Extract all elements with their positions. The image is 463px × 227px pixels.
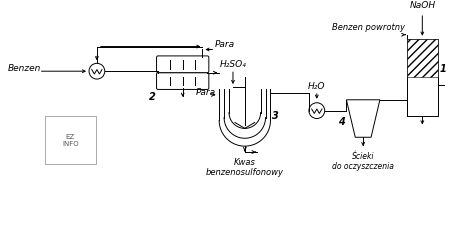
Text: Para: Para [195,88,215,97]
Text: 2: 2 [149,92,156,102]
Text: H₂SO₄: H₂SO₄ [219,60,246,69]
Text: 3: 3 [272,111,279,121]
FancyBboxPatch shape [156,56,208,73]
FancyBboxPatch shape [156,73,208,89]
Text: Benzen: Benzen [8,64,42,73]
Text: 1: 1 [439,64,446,74]
Text: 4: 4 [337,117,344,128]
Text: EZ
INFO: EZ INFO [62,134,78,147]
Text: H₂O: H₂O [307,82,325,91]
Bar [406,39,437,116]
Text: NaOH: NaOH [408,1,434,10]
Text: Ścieki
do oczyszczenia: Ścieki do oczyszczenia [332,152,393,171]
Text: Para: Para [215,39,235,49]
Text: Kwas
benzenosulfonowy: Kwas benzenosulfonowy [206,158,283,177]
Text: Benzen powrotny: Benzen powrotny [331,23,404,32]
Bar [406,39,437,77]
